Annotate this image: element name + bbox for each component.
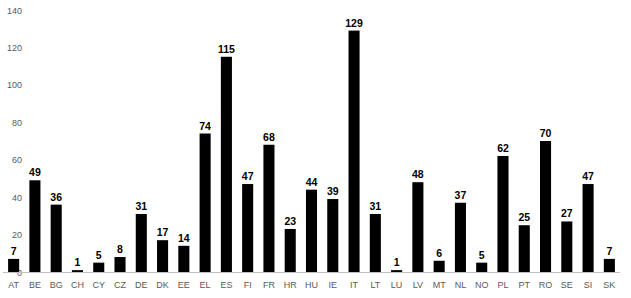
bar <box>370 214 381 272</box>
data-label: 37 <box>455 189 467 201</box>
y-tick-label: 20 <box>12 230 22 240</box>
chart: 0204060801001201407493615831171474115476… <box>0 0 631 298</box>
data-label: 31 <box>135 200 147 212</box>
data-label: 47 <box>582 170 594 182</box>
x-tick-label: SI <box>584 280 593 290</box>
x-tick-label: CH <box>71 280 84 290</box>
x-tick-label: IE <box>329 280 338 290</box>
y-tick-label: 40 <box>12 193 22 203</box>
x-tick-label: NO <box>475 280 489 290</box>
data-label: 27 <box>561 207 573 219</box>
x-tick-label: CY <box>92 280 105 290</box>
bar <box>8 259 19 272</box>
data-label: 25 <box>518 211 530 223</box>
data-label: 129 <box>345 17 363 29</box>
x-tick-label: EL <box>200 280 211 290</box>
x-tick-label: PL <box>497 280 508 290</box>
bar <box>455 203 466 272</box>
data-label: 7 <box>606 245 612 257</box>
bar <box>434 261 445 272</box>
bar <box>391 270 402 272</box>
data-label: 48 <box>412 168 424 180</box>
data-label: 1 <box>75 256 81 268</box>
bar <box>412 182 423 272</box>
x-tick-label: LT <box>370 280 380 290</box>
bar <box>178 246 189 272</box>
data-label: 39 <box>327 185 339 197</box>
data-label: 115 <box>218 43 235 55</box>
x-tick-label: SE <box>561 280 573 290</box>
data-label: 70 <box>540 127 552 139</box>
data-label: 17 <box>157 226 169 238</box>
bar <box>221 57 232 272</box>
x-tick-label: FR <box>263 280 275 290</box>
x-tick-label: CZ <box>114 280 126 290</box>
bar <box>72 270 83 272</box>
x-tick-label: EE <box>178 280 190 290</box>
bar <box>583 184 594 272</box>
bar <box>327 199 338 272</box>
data-label: 7 <box>11 245 17 257</box>
data-label: 31 <box>369 200 381 212</box>
data-label: 6 <box>436 247 442 259</box>
bar <box>561 221 572 272</box>
bar <box>540 141 551 272</box>
x-tick-label: MT <box>433 280 446 290</box>
bar <box>93 263 104 272</box>
bar <box>349 31 360 272</box>
x-tick-label: DK <box>156 280 169 290</box>
bar <box>114 257 125 272</box>
bar <box>29 180 40 272</box>
bar <box>200 134 211 272</box>
x-tick-label: LU <box>391 280 403 290</box>
x-tick-label: FI <box>244 280 252 290</box>
data-label: 5 <box>479 249 485 261</box>
x-tick-label: ES <box>220 280 232 290</box>
data-label: 62 <box>497 142 509 154</box>
bar <box>51 205 62 272</box>
data-label: 47 <box>242 170 254 182</box>
bar <box>476 263 487 272</box>
y-tick-label: 100 <box>7 80 22 90</box>
x-axis-line <box>3 272 620 273</box>
bar <box>136 214 147 272</box>
bar <box>263 145 274 272</box>
data-label: 36 <box>50 191 62 203</box>
data-label: 8 <box>117 243 123 255</box>
x-tick-label: SK <box>603 280 615 290</box>
bar <box>604 259 615 272</box>
bar <box>285 229 296 272</box>
data-label: 49 <box>29 166 41 178</box>
bar <box>242 184 253 272</box>
x-tick-label: HR <box>284 280 297 290</box>
x-tick-label: RO <box>539 280 553 290</box>
y-tick-label: 120 <box>7 43 22 53</box>
data-label: 44 <box>306 176 318 188</box>
bar <box>519 225 530 272</box>
data-label: 68 <box>263 131 275 143</box>
data-label: 74 <box>199 120 211 132</box>
bar <box>306 190 317 272</box>
data-label: 23 <box>284 215 296 227</box>
y-tick-label: 80 <box>12 118 22 128</box>
x-tick-label: LV <box>413 280 423 290</box>
y-tick-label: 60 <box>12 155 22 165</box>
data-label: 14 <box>178 232 190 244</box>
data-label: 5 <box>96 249 102 261</box>
x-tick-label: PT <box>519 280 531 290</box>
x-tick-label: BG <box>50 280 63 290</box>
bar <box>157 240 168 272</box>
y-tick-label: 140 <box>7 6 22 16</box>
bar <box>497 156 508 272</box>
x-tick-label: IT <box>350 280 359 290</box>
x-tick-label: AT <box>8 280 19 290</box>
x-tick-label: BE <box>29 280 41 290</box>
data-label: 1 <box>394 256 400 268</box>
x-tick-label: NL <box>455 280 467 290</box>
x-tick-label: HU <box>305 280 318 290</box>
x-tick-label: DE <box>135 280 148 290</box>
